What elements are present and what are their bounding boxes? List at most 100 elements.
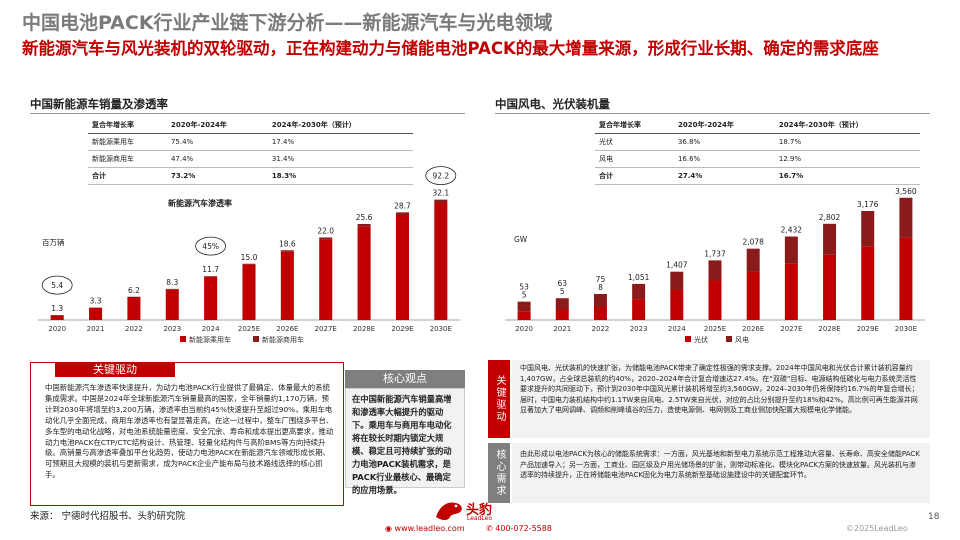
x-tick-label: 2023 — [630, 325, 648, 333]
table-header-cell: 2024年-2030年（预计） — [774, 117, 920, 134]
x-tick-label: 2021 — [553, 325, 571, 333]
logo-text: 头豹 — [466, 503, 493, 518]
bar-segment — [395, 212, 409, 216]
data-label: 1.3 — [51, 304, 63, 313]
data-label: 63 5 — [557, 279, 567, 296]
data-label: 2,078 — [742, 238, 764, 247]
logo-subtext: LeadLeo — [467, 515, 493, 522]
bar-segment — [357, 226, 371, 320]
bar-segment — [434, 199, 448, 204]
bar-segment — [204, 276, 218, 277]
data-label: 25.6 — [356, 213, 373, 222]
core-view-text: 在中国新能源汽车销量高增和渗透率大幅提升的驱动下。乘用车与商用车电动化将在较长时… — [352, 394, 452, 495]
table-cell: 新能源商用车 — [88, 150, 167, 168]
table-header-cell: 复合年增长率 — [595, 117, 674, 134]
bar-segment — [670, 271, 684, 290]
bar-segment — [319, 237, 333, 240]
page-title: 中国电池PACK行业产业链下游分析——新能源汽车与光电领域 — [22, 12, 553, 34]
penetration-label: 5.4 — [51, 281, 63, 290]
bar-segment — [127, 297, 141, 320]
x-tick-label: 2028E — [353, 325, 375, 333]
source-note: 来源： 宁德时代招股书、头豹研究院 — [30, 511, 186, 522]
phone-row: ✆ 400-072-5588 — [486, 524, 552, 533]
right-demand-tag: 核心需求 — [488, 443, 510, 503]
right-driver-panel: 中国风电、光伏装机的快速扩张，为储能电池PACK带来了确定性极强的需求支撑。20… — [512, 360, 930, 438]
x-tick-label: 2029E — [857, 325, 879, 333]
bar-segment — [204, 276, 218, 320]
table-row: 合计 27.4% 16.7% — [595, 167, 920, 185]
table-cell: 16.7% — [774, 167, 920, 185]
table-cell: 27.4% — [673, 167, 775, 185]
bar-segment — [861, 210, 875, 247]
table-row: 光伏 36.8% 18.7% — [595, 133, 920, 151]
website-link[interactable]: www.leadleo.com — [394, 524, 465, 533]
table-cell: 新能源乘用车 — [88, 133, 167, 151]
right-section-title: 中国风电、光伏装机量 — [495, 97, 610, 111]
bar-segment — [708, 280, 722, 320]
data-label: 15.0 — [241, 253, 258, 262]
x-tick-label: 2027E — [780, 325, 802, 333]
x-tick-label: 2026E — [742, 325, 764, 333]
legend-swatch — [685, 336, 691, 342]
bar-segment — [165, 288, 179, 290]
data-label: 18.6 — [279, 239, 296, 248]
bar-segment — [708, 260, 722, 281]
data-label: 1,407 — [666, 261, 688, 270]
bar-segment — [632, 299, 646, 320]
table-cell: 75.4% — [166, 133, 268, 151]
bar-segment — [127, 296, 141, 298]
data-label: 1,737 — [704, 249, 726, 258]
data-label: 2,432 — [781, 226, 803, 235]
table-cell: 光伏 — [595, 133, 674, 151]
x-tick-label: 2022 — [592, 325, 610, 333]
table-cell: 16.6% — [673, 150, 775, 168]
table-cell: 36.8% — [673, 133, 775, 151]
bar-segment — [746, 248, 760, 272]
page-number: 18 — [928, 512, 940, 522]
x-tick-label: 2025E — [238, 325, 260, 333]
penetration-label: 92.2 — [432, 172, 449, 181]
bar-segment — [593, 293, 607, 307]
right-chart-unit: GW — [514, 235, 528, 244]
right-driver-tag: 关键驱动 — [488, 360, 510, 438]
bar-segment — [242, 263, 256, 265]
x-tick-label: 2029E — [391, 325, 413, 333]
bar-segment — [593, 306, 607, 320]
table-cell: 18.7% — [774, 133, 920, 151]
table-header-cell: 2024年-2030年（预计） — [267, 117, 413, 134]
core-view-panel: 在中国新能源汽车销量高增和渗透率大幅提升的驱动下。乘用车与商用车电动化将在较长时… — [345, 388, 465, 495]
data-label: 2,802 — [819, 213, 841, 222]
bar-segment — [434, 203, 448, 320]
table-cell: 风电 — [595, 150, 674, 168]
website-row: ◉ www.leadleo.com — [385, 524, 465, 533]
table-row: 风电 16.6% 12.9% — [595, 150, 920, 168]
left-chart-unit: 百万辆 — [42, 238, 65, 247]
penetration-circle — [195, 236, 227, 256]
bar-segment — [89, 308, 103, 320]
penetration-chart-label: 新能源汽车渗透率 — [168, 199, 232, 208]
table-cell: 31.4% — [267, 150, 413, 168]
wind-solar-chart: 53 5 2020 63 5 2021 75 8 2022 1,051 2023 1,407 2024 1… — [505, 187, 925, 344]
bar-segment — [746, 271, 760, 320]
table-header-cell: 2020年-2024年 — [673, 117, 775, 134]
right-section-divider — [495, 113, 930, 114]
bar-segment — [280, 250, 294, 252]
table-cell: 47.4% — [166, 150, 268, 168]
x-tick-label: 2030E — [430, 325, 452, 333]
leopard-logo — [434, 497, 464, 523]
data-label: 53 5 — [519, 283, 529, 300]
x-tick-label: 2026E — [276, 325, 298, 333]
x-tick-label: 2020 — [48, 325, 66, 333]
right-demand-panel: 由此形成以电池PACK为核心的储能系统需求：一方面，风光基地和新型电力系统示范工… — [512, 443, 930, 503]
copyright: ©2025LeadLeo — [846, 524, 908, 533]
data-label: 3,176 — [857, 200, 879, 209]
bar-segment — [670, 289, 684, 320]
bar-segment — [823, 223, 837, 255]
table-row: 新能源乘用车 75.4% 17.4% — [88, 133, 413, 151]
x-tick-label: 2021 — [87, 325, 105, 333]
core-view-heading: 核心观点 — [345, 370, 465, 388]
bar-segment — [517, 301, 531, 312]
legend-swatch — [253, 336, 259, 342]
phone-icon: ✆ — [486, 524, 493, 533]
legend-swatch — [726, 336, 732, 342]
